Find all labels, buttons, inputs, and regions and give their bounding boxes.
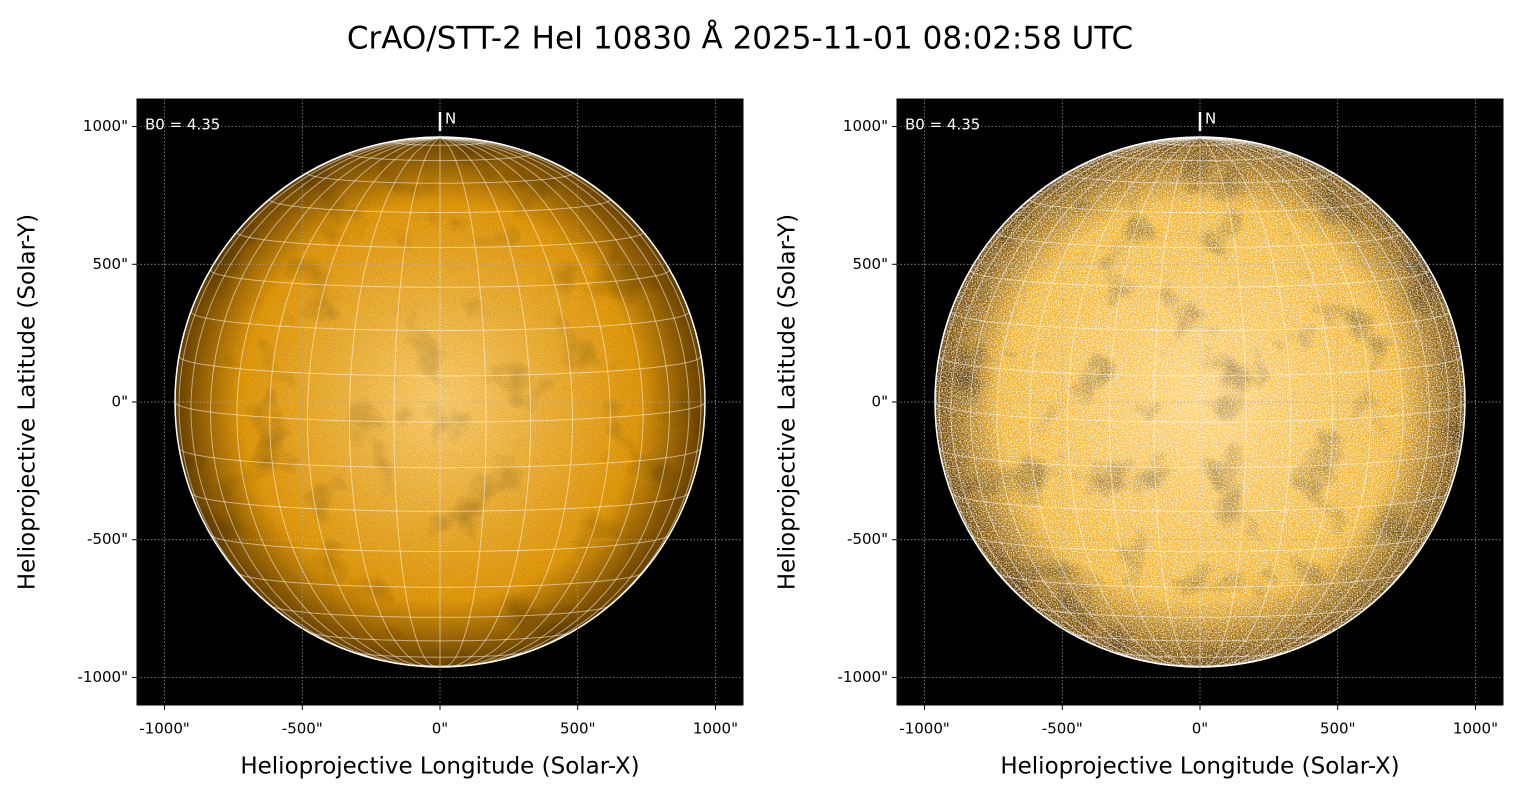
graticule-line <box>938 137 1201 646</box>
graticule-line <box>439 137 671 665</box>
graticule-line <box>439 137 611 667</box>
graticule-line <box>1199 137 1292 668</box>
graticule-line <box>1153 137 1201 668</box>
graticule-line <box>439 137 487 668</box>
x-tick-label: 1000" <box>1453 720 1498 738</box>
axes-frame <box>896 98 1504 706</box>
graticule-line <box>439 137 644 666</box>
graticule-line <box>1108 137 1201 668</box>
x-tick-label: 500" <box>560 720 596 738</box>
graticule-line <box>439 137 690 661</box>
x-tick-label: -500" <box>282 720 323 738</box>
panel: -1000" -500" 0" 500" 1000" -1000" -500" 0" 500" 1… <box>775 98 1504 780</box>
graticule-line <box>1199 137 1404 666</box>
graticule-line <box>190 137 441 661</box>
y-tick-label: 1000" <box>83 117 128 135</box>
x-axis-label: Helioprojective Longitude (Solar-X) <box>240 754 639 780</box>
x-tick-label: -1000" <box>899 720 950 738</box>
graticule-line <box>439 137 702 646</box>
north-label: N <box>1205 110 1216 128</box>
graticule-line <box>1199 137 1462 646</box>
graticule-line <box>1199 137 1431 665</box>
graticule-line <box>950 137 1201 661</box>
graticule-line <box>306 137 441 668</box>
y-tick-label: -500" <box>87 530 128 548</box>
graticule-line <box>209 137 441 665</box>
axes-frame <box>136 98 744 706</box>
b0-annotation: B0 = 4.35 <box>145 116 220 134</box>
y-tick-label: -500" <box>847 530 888 548</box>
y-tick-label: -1000" <box>78 668 129 686</box>
b0-annotation: B0 = 4.35 <box>905 116 980 134</box>
y-tick-label: 0" <box>872 393 888 411</box>
x-tick-label: 500" <box>1320 720 1356 738</box>
north-label: N <box>445 110 456 128</box>
graticule-line <box>1029 137 1201 667</box>
x-tick-label: 0" <box>432 720 448 738</box>
panel: -1000" -500" 0" 500" 1000" -1000" -500" 0" 500" 1… <box>15 98 744 780</box>
graticule-line <box>996 137 1201 666</box>
graticule-line <box>1199 137 1334 668</box>
graticule-line <box>1199 137 1450 661</box>
graticule-line <box>1199 137 1247 668</box>
figure-title: CrAO/STT-2 HeI 10830 Å 2025-11-01 08:02:… <box>347 21 1133 57</box>
y-tick-label: 0" <box>112 393 128 411</box>
graticule-line <box>178 137 441 646</box>
graticule-line <box>269 137 441 667</box>
graticule-line <box>236 137 441 666</box>
graticule-line <box>439 137 574 668</box>
y-tick-label: -1000" <box>838 668 889 686</box>
x-tick-label: 1000" <box>693 720 738 738</box>
x-tick-label: -1000" <box>139 720 190 738</box>
graticule-line <box>348 137 441 668</box>
graticule-line <box>439 137 532 668</box>
x-tick-label: 0" <box>1192 720 1208 738</box>
graticule-line <box>1199 137 1371 667</box>
y-tick-label: 500" <box>92 255 128 273</box>
graticule-line <box>393 137 441 668</box>
y-axis-label: Helioprojective Latitude (Solar-Y) <box>15 214 41 590</box>
graticule-line <box>969 137 1201 665</box>
y-tick-label: 1000" <box>843 117 888 135</box>
graticule-line <box>1066 137 1201 668</box>
y-axis-label: Helioprojective Latitude (Solar-Y) <box>775 214 801 590</box>
x-axis-label: Helioprojective Longitude (Solar-X) <box>1000 754 1399 780</box>
y-tick-label: 500" <box>852 255 888 273</box>
x-tick-label: -500" <box>1042 720 1083 738</box>
